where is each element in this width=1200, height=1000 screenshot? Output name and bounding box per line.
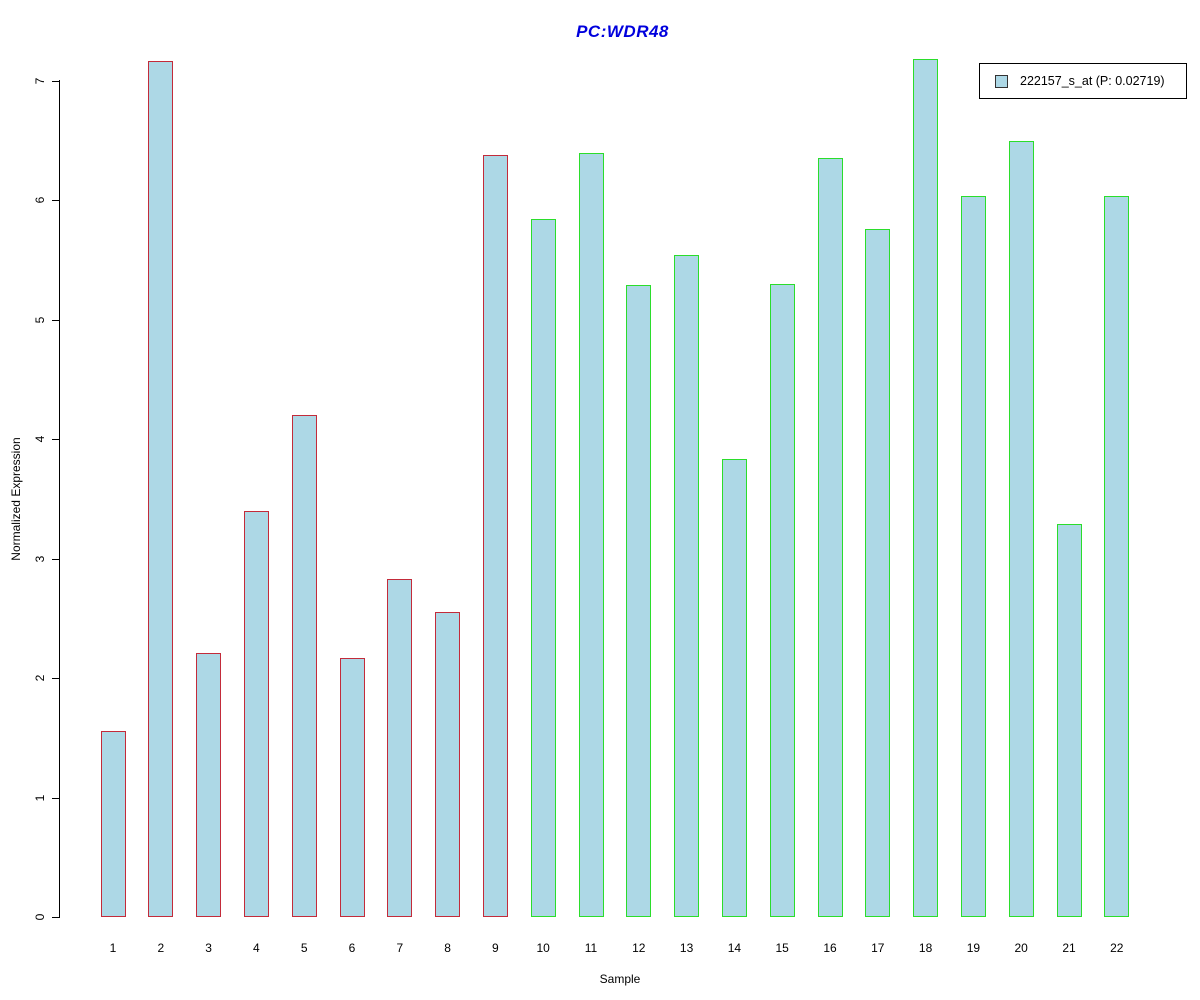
bar-1 xyxy=(100,730,126,917)
bar-6 xyxy=(339,657,365,917)
x-tick-label-6: 6 xyxy=(348,941,356,955)
y-tick-label-4: 4 xyxy=(33,435,47,443)
y-tick-4 xyxy=(52,439,60,440)
bar-19 xyxy=(960,196,986,917)
x-tick-label-7: 7 xyxy=(396,941,404,955)
x-tick-label-20: 20 xyxy=(1014,941,1028,955)
x-tick-label-21: 21 xyxy=(1062,941,1076,955)
x-tick-label-17: 17 xyxy=(871,941,885,955)
x-tick-label-16: 16 xyxy=(823,941,837,955)
x-tick-label-3: 3 xyxy=(205,941,212,955)
x-tick-label-8: 8 xyxy=(444,941,451,955)
bar-15 xyxy=(769,283,795,917)
bar-8 xyxy=(435,612,461,917)
y-tick-7 xyxy=(52,80,60,82)
bar-17 xyxy=(865,228,891,917)
x-tick-label-11: 11 xyxy=(584,941,598,955)
y-tick-label-5: 5 xyxy=(33,316,47,323)
legend: 222157_s_at (P: 0.02719) xyxy=(979,63,1187,99)
x-tick-label-5: 5 xyxy=(300,941,308,955)
x-tick-label-13: 13 xyxy=(679,941,694,955)
y-tick-label-0: 0 xyxy=(33,913,47,921)
x-tick-label-1: 1 xyxy=(109,941,117,955)
x-tick-label-15: 15 xyxy=(775,941,789,955)
y-tick-label-3: 3 xyxy=(33,555,47,562)
y-tick-label-2: 2 xyxy=(33,674,47,682)
bar-10 xyxy=(530,219,556,917)
legend-swatch-icon xyxy=(995,74,1008,88)
bar-11 xyxy=(578,153,604,917)
y-tick-2 xyxy=(52,678,60,679)
y-axis-line xyxy=(59,80,60,918)
x-tick-label-14: 14 xyxy=(727,941,742,955)
x-tick-label-19: 19 xyxy=(966,941,981,955)
bar-2 xyxy=(148,61,174,917)
y-tick-6 xyxy=(52,200,60,201)
bar-21 xyxy=(1056,523,1082,917)
y-tick-label-6: 6 xyxy=(33,196,47,204)
x-tick-label-18: 18 xyxy=(918,941,933,955)
bar-4 xyxy=(243,510,269,917)
chart-title: PC:WDR48 xyxy=(576,22,669,41)
bar-14 xyxy=(721,459,747,917)
x-axis-label: Sample xyxy=(599,972,641,986)
x-tick-label-22: 22 xyxy=(1110,941,1124,955)
bar-22 xyxy=(1104,196,1130,917)
y-tick-label-1: 1 xyxy=(33,794,47,801)
x-tick-label-2: 2 xyxy=(157,941,165,955)
y-tick-5 xyxy=(52,319,60,321)
y-tick-3 xyxy=(52,558,60,560)
bar-20 xyxy=(1008,141,1034,917)
x-tick-label-4: 4 xyxy=(253,941,260,955)
bar-12 xyxy=(626,284,652,917)
bar-5 xyxy=(291,415,317,917)
bar-18 xyxy=(913,58,939,917)
y-tick-1 xyxy=(52,797,60,799)
y-tick-0 xyxy=(52,917,60,918)
bar-9 xyxy=(482,154,508,917)
x-tick-label-9: 9 xyxy=(492,941,499,955)
x-tick-label-12: 12 xyxy=(632,941,646,955)
y-tick-label-7: 7 xyxy=(33,77,47,84)
legend-label: 222157_s_at (P: 0.02719) xyxy=(1020,74,1165,88)
bar-7 xyxy=(387,578,413,917)
bar-16 xyxy=(817,158,843,917)
x-tick-label-10: 10 xyxy=(536,941,550,955)
bar-13 xyxy=(674,254,700,917)
bar-3 xyxy=(196,652,222,917)
